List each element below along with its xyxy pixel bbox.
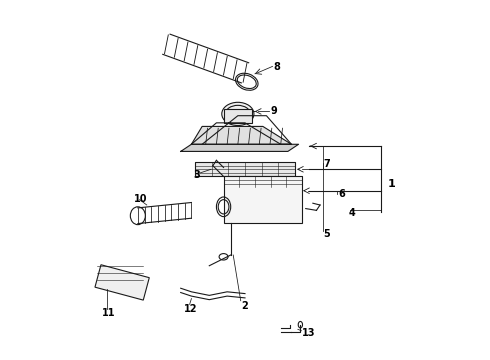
Text: 4: 4 xyxy=(348,208,355,218)
Polygon shape xyxy=(192,126,292,144)
Bar xyxy=(95,265,149,300)
Text: 1: 1 xyxy=(388,179,395,189)
FancyBboxPatch shape xyxy=(223,109,252,123)
Text: 11: 11 xyxy=(102,308,116,318)
Text: 9: 9 xyxy=(270,107,277,116)
Text: 7: 7 xyxy=(323,159,330,169)
Ellipse shape xyxy=(222,102,254,126)
FancyBboxPatch shape xyxy=(223,176,302,223)
Polygon shape xyxy=(181,144,298,152)
Text: 2: 2 xyxy=(242,301,248,311)
Text: 13: 13 xyxy=(302,328,316,338)
Text: 3: 3 xyxy=(193,170,200,180)
Text: 10: 10 xyxy=(134,194,148,203)
Bar xyxy=(195,162,295,176)
Text: 12: 12 xyxy=(184,304,198,314)
Text: 6: 6 xyxy=(338,189,344,199)
Text: 5: 5 xyxy=(323,229,330,239)
Text: 8: 8 xyxy=(273,63,280,72)
